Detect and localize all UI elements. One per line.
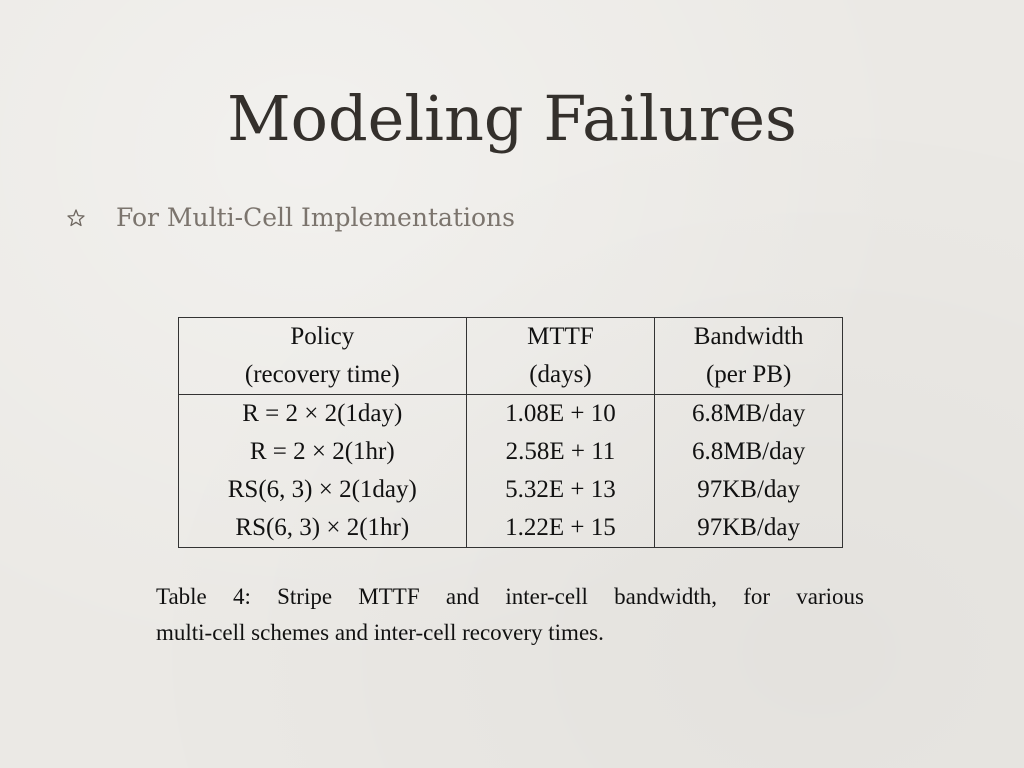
cell-bandwidth: 6.8MB/day bbox=[654, 433, 843, 471]
cell-policy: R = 2 × 2(1day) bbox=[178, 394, 467, 433]
results-table-wrap: Policy MTTF Bandwidth (recovery time) (d… bbox=[178, 317, 843, 548]
cell-policy: RS(6, 3) × 2(1day) bbox=[178, 471, 467, 509]
header-mttf: MTTF bbox=[465, 317, 656, 356]
cell-bandwidth: 97KB/day bbox=[654, 509, 843, 548]
cell-policy: RS(6, 3) × 2(1hr) bbox=[178, 509, 467, 548]
cell-mttf: 2.58E + 11 bbox=[465, 433, 656, 471]
table-header-row: (recovery time) (days) (per PB) bbox=[178, 356, 843, 395]
table-row: R = 2 × 2(1day) 1.08E + 10 6.8MB/day bbox=[178, 394, 843, 433]
table-header-row: Policy MTTF Bandwidth bbox=[178, 317, 843, 356]
header-policy-sub: (recovery time) bbox=[178, 356, 467, 395]
cell-mttf: 5.32E + 13 bbox=[465, 471, 656, 509]
caption-line-1: Table 4: Stripe MTTF and inter-cell band… bbox=[156, 584, 864, 609]
table-row: RS(6, 3) × 2(1day) 5.32E + 13 97KB/day bbox=[178, 471, 843, 509]
caption-line-2: multi-cell schemes and inter-cell recove… bbox=[156, 620, 604, 645]
header-mttf-sub: (days) bbox=[465, 356, 656, 395]
results-table: Policy MTTF Bandwidth (recovery time) (d… bbox=[178, 317, 843, 548]
bullet-text: For Multi-Cell Implementations bbox=[116, 203, 515, 232]
table-caption: Table 4: Stripe MTTF and inter-cell band… bbox=[156, 579, 864, 651]
table-row: RS(6, 3) × 2(1hr) 1.22E + 15 97KB/day bbox=[178, 509, 843, 548]
cell-mttf: 1.22E + 15 bbox=[465, 509, 656, 548]
header-bandwidth-sub: (per PB) bbox=[654, 356, 843, 395]
cell-bandwidth: 97KB/day bbox=[654, 471, 843, 509]
bullet-item: For Multi-Cell Implementations bbox=[66, 203, 515, 232]
cell-bandwidth: 6.8MB/day bbox=[654, 394, 843, 433]
header-policy: Policy bbox=[178, 317, 467, 356]
slide-title: Modeling Failures bbox=[227, 82, 797, 155]
cell-mttf: 1.08E + 10 bbox=[465, 394, 656, 433]
star-bullet-icon bbox=[66, 208, 86, 228]
header-bandwidth: Bandwidth bbox=[654, 317, 843, 356]
table-row: R = 2 × 2(1hr) 2.58E + 11 6.8MB/day bbox=[178, 433, 843, 471]
cell-policy: R = 2 × 2(1hr) bbox=[178, 433, 467, 471]
